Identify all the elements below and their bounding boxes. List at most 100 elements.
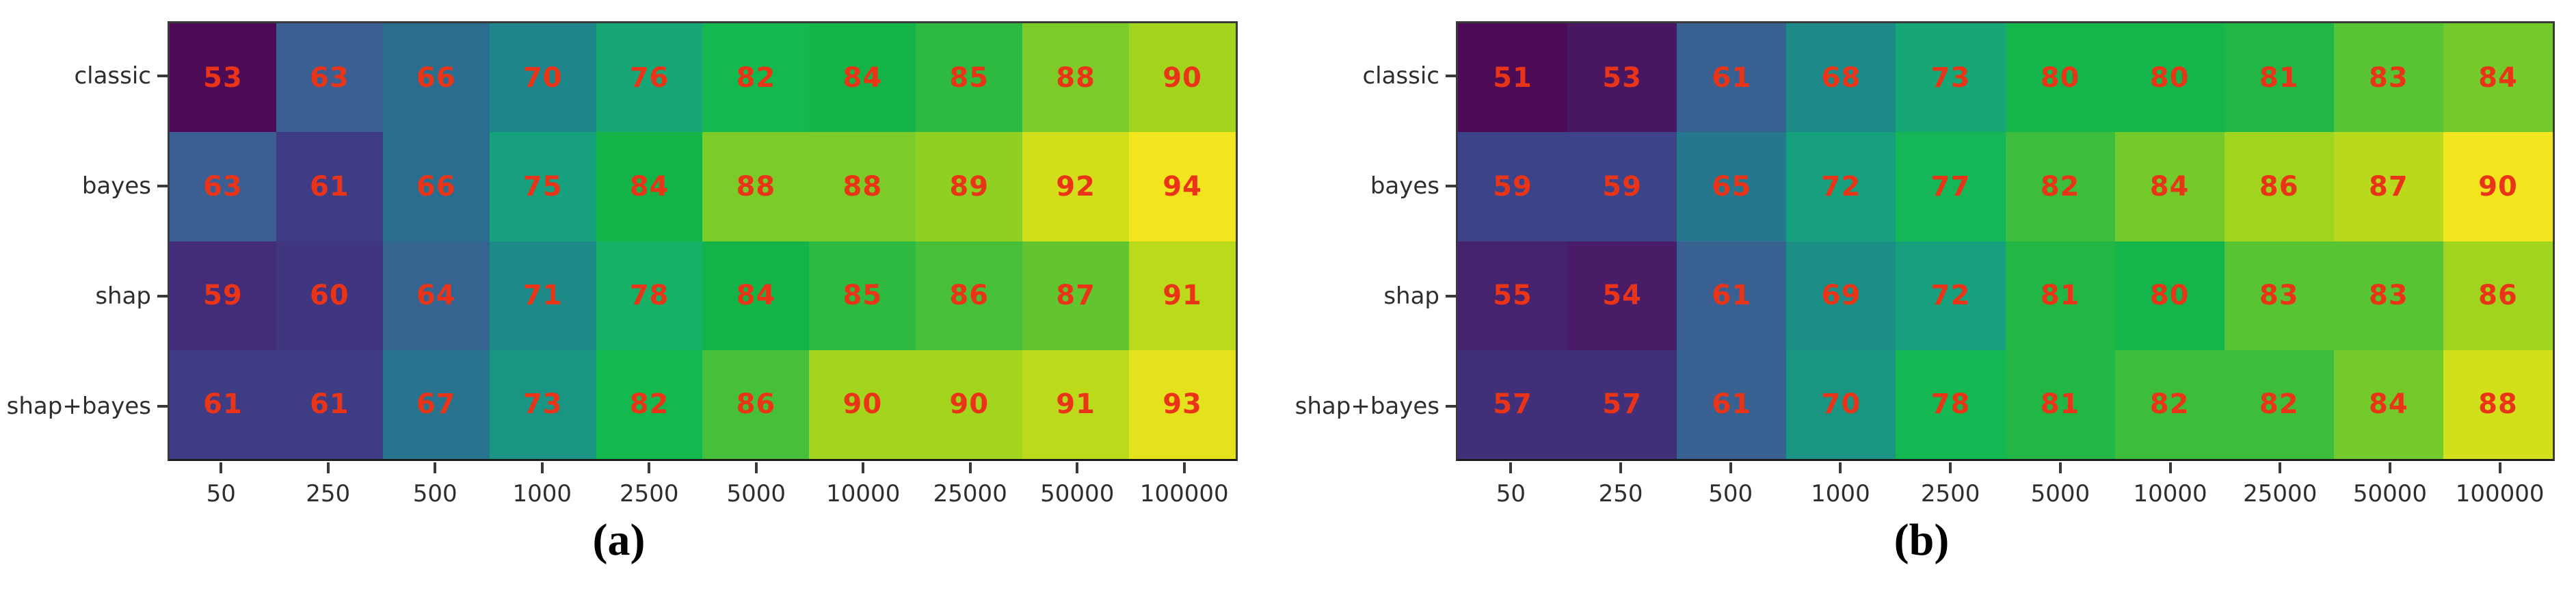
x-tick-label: 250 — [1598, 480, 1643, 508]
heatmap-cell: 89 — [916, 132, 1023, 241]
heatmap-cell: 88 — [2443, 350, 2553, 459]
heatmap-cell: 68 — [1786, 23, 1896, 133]
heatmap-cell: 87 — [1022, 241, 1130, 350]
heatmap-cell: 82 — [2005, 132, 2115, 241]
heatmap-cell: 86 — [2443, 241, 2553, 350]
x-tick-mark — [2388, 462, 2391, 473]
heatmap-cell: 59 — [1458, 132, 1568, 241]
x-tick-label: 25000 — [2243, 480, 2318, 508]
heatmap-cell: 57 — [1458, 350, 1568, 459]
row-label-text: classic — [1362, 62, 1439, 90]
heatmap-cell: 83 — [2333, 23, 2443, 133]
x-tick-mark — [1729, 462, 1732, 473]
heatmap-cell: 73 — [1896, 23, 2006, 133]
heatmap-cell: 87 — [2333, 132, 2443, 241]
row-label-text: bayes — [81, 172, 151, 200]
x-tick-label: 10000 — [826, 480, 901, 508]
x-tick-mark — [2279, 462, 2282, 473]
y-tick-mark — [1446, 75, 1456, 78]
heatmap-cell: 84 — [2443, 23, 2553, 133]
x-tick-label: 5000 — [2030, 480, 2090, 508]
heatmap-cell: 67 — [382, 350, 490, 459]
heatmap-cell: 84 — [2333, 350, 2443, 459]
row-label-shap+bayes: shap+bayes — [1295, 393, 1456, 420]
y-tick-mark — [157, 294, 168, 298]
x-tick-mark — [1839, 462, 1842, 473]
heatmap-cell: 75 — [489, 132, 596, 241]
heatmap-cell: 84 — [702, 241, 810, 350]
x-tick-mark — [326, 462, 330, 473]
x-tick-mark — [1509, 462, 1513, 473]
row-label-text: shap+bayes — [1294, 392, 1439, 420]
row-label-text: bayes — [1370, 172, 1439, 200]
heatmap-cell: 90 — [916, 350, 1023, 459]
y-tick-mark — [157, 75, 168, 78]
x-tick-mark — [2058, 462, 2062, 473]
y-tick-mark — [157, 185, 168, 188]
row-label-text: shap — [95, 282, 151, 310]
heatmap-cell: 86 — [2224, 132, 2334, 241]
heatmap-cell: 81 — [2224, 23, 2334, 133]
x-tick-label: 1000 — [1811, 480, 1870, 508]
heatmap-cell: 92 — [1022, 132, 1130, 241]
heatmap-cell: 88 — [1022, 23, 1130, 133]
heatmap-cell: 61 — [1677, 23, 1787, 133]
x-tick-mark — [754, 462, 758, 473]
heatmap-cell: 61 — [276, 132, 383, 241]
x-tick-label: 500 — [412, 480, 457, 508]
heatmap-cell: 80 — [2005, 23, 2115, 133]
heatmap-cell: 66 — [382, 23, 490, 133]
heatmap-cell: 88 — [702, 132, 810, 241]
heatmap-cell: 84 — [809, 23, 916, 133]
x-tick-label: 100000 — [2455, 480, 2545, 508]
heatmap-cell: 72 — [1896, 241, 2006, 350]
heatmap-cell: 63 — [276, 23, 383, 133]
heatmap-cell: 80 — [2114, 23, 2225, 133]
heatmap-cell: 82 — [702, 23, 810, 133]
heatmap-cell: 70 — [489, 23, 596, 133]
heatmap-cell: 84 — [2114, 132, 2225, 241]
row-labels: classic bayes shap shap+bayes — [1288, 21, 1456, 461]
heatmap-cell: 85 — [916, 23, 1023, 133]
heatmap-cell: 59 — [1567, 132, 1677, 241]
heatmap-cell: 83 — [2224, 241, 2334, 350]
heatmap-cell: 78 — [596, 241, 703, 350]
heatmap-cell: 61 — [170, 350, 276, 459]
heatmap-cell: 72 — [1786, 132, 1896, 241]
y-tick-mark — [1446, 294, 1456, 298]
x-tick-label: 100000 — [1139, 480, 1229, 508]
heatmap-cell: 82 — [2224, 350, 2334, 459]
heatmap-panel-b: classic bayes shap shap+bayes 51 53 61 68 73 80 8… — [1288, 0, 2555, 593]
heatmap-cell: 53 — [170, 23, 276, 133]
heatmap-cell: 91 — [1022, 350, 1130, 459]
heatmap-cell: 65 — [1677, 132, 1787, 241]
x-tick-label: 1000 — [512, 480, 572, 508]
heatmap-cell: 78 — [1896, 350, 2006, 459]
heatmap-cell: 64 — [382, 241, 490, 350]
x-tick-mark — [220, 462, 223, 473]
heatmap-cell: 71 — [489, 241, 596, 350]
heatmap-cell: 80 — [2114, 241, 2225, 350]
heatmap-cell: 90 — [809, 350, 916, 459]
heatmap-cell: 69 — [1786, 241, 1896, 350]
x-tick-label: 2500 — [1920, 480, 1980, 508]
heatmap-cell: 86 — [916, 241, 1023, 350]
panel-caption: (a) — [592, 515, 646, 565]
heatmap-cell: 85 — [809, 241, 916, 350]
heatmap-cell: 91 — [1129, 241, 1236, 350]
heatmap-cell: 63 — [170, 132, 276, 241]
x-axis: 50 250 500 1000 2500 5000 10000 25000 50000 10000… — [1456, 461, 2555, 550]
row-label-bayes: bayes — [1370, 172, 1456, 200]
x-tick-label: 25000 — [933, 480, 1007, 508]
heatmap-cell: 57 — [1567, 350, 1677, 459]
x-tick-mark — [648, 462, 651, 473]
x-tick-mark — [1619, 462, 1623, 473]
heatmap-cell: 70 — [1786, 350, 1896, 459]
heatmap-cell: 94 — [1129, 132, 1236, 241]
x-tick-label: 10000 — [2133, 480, 2207, 508]
x-tick-mark — [968, 462, 972, 473]
x-tick-label: 50 — [1496, 480, 1526, 508]
x-tick-mark — [1076, 462, 1079, 473]
row-label-text: classic — [74, 62, 151, 90]
